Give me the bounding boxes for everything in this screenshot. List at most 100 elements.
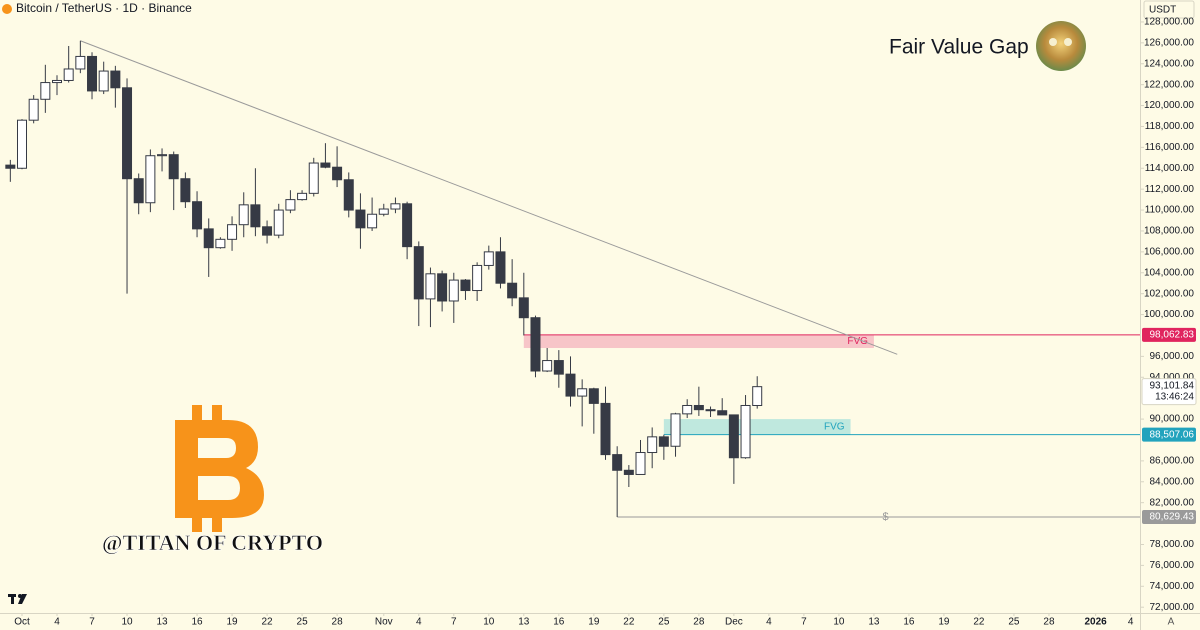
candle-body: [285, 199, 296, 211]
candle-body: [98, 70, 109, 92]
candle-body: [390, 203, 401, 210]
candle-body: [17, 119, 27, 169]
y-tick-label: 84,000.00: [1150, 476, 1195, 487]
countdown: 13:46:24: [1155, 391, 1194, 402]
candle: [285, 190, 296, 214]
y-tick-label: 94,000.00: [1150, 372, 1195, 383]
y-tick-label: 110,000.00: [1145, 205, 1195, 216]
x-tick-label: 28: [332, 617, 344, 628]
fvg-zone: [523, 334, 874, 349]
candle-body: [483, 251, 494, 266]
candle-body: [355, 209, 366, 229]
level-marker: $: [883, 511, 889, 523]
currency[interactable]: USDT: [1149, 5, 1176, 16]
x-tick-label: 10: [121, 617, 133, 628]
candle-body: [425, 273, 436, 300]
candle-body: [577, 388, 588, 397]
candle: [203, 218, 214, 277]
candle: [565, 356, 576, 407]
candle-body: [588, 388, 599, 404]
candle: [122, 78, 133, 294]
y-tick-label: 100,000.00: [1144, 309, 1194, 320]
scale-mode[interactable]: A: [1168, 617, 1175, 628]
candle: [612, 446, 623, 518]
y-tick-label: 76,000.00: [1150, 560, 1195, 571]
candle-body: [448, 279, 459, 302]
candle-body: [565, 373, 576, 397]
x-tick-label: 25: [658, 617, 670, 628]
tv-logo-part: [18, 594, 27, 604]
candle: [332, 146, 343, 188]
y-tick-label: 72,000.00: [1150, 602, 1195, 613]
candle: [87, 52, 98, 100]
candle-body: [238, 204, 249, 226]
candle-body: [472, 264, 483, 292]
candle: [495, 237, 506, 289]
candle-body: [693, 404, 704, 411]
candle: [460, 279, 471, 300]
candle-body: [437, 273, 448, 302]
x-tick-label: 13: [518, 617, 530, 628]
candle-body: [28, 98, 39, 121]
currency-box[interactable]: [1143, 0, 1195, 19]
candle: [297, 190, 308, 201]
avatar-eye: [1049, 38, 1057, 46]
candle: [437, 270, 448, 312]
candle: [133, 173, 144, 215]
candle-body: [647, 436, 658, 454]
candle: [98, 61, 109, 95]
x-tick-label: 13: [868, 617, 880, 628]
candle: [390, 197, 401, 214]
candle: [740, 395, 751, 459]
logo-stem: [192, 405, 202, 425]
candle: [518, 272, 529, 336]
price-label: 98,062.83: [1150, 329, 1195, 340]
price-label: 80,629.43: [1150, 512, 1195, 523]
candle-body: [332, 166, 343, 181]
candle: [577, 379, 588, 427]
candle-body: [635, 452, 646, 475]
candle: [40, 64, 51, 113]
y-tick-label: 116,000.00: [1145, 142, 1195, 153]
candle-body: [670, 413, 681, 447]
candle: [180, 172, 191, 208]
y-tick-label: 90,000.00: [1150, 414, 1195, 425]
header: Bitcoin / TetherUS · 1D · Binance: [16, 1, 192, 15]
x-tick-label: 28: [1043, 617, 1055, 628]
candle-body: [145, 155, 156, 204]
tv-logo-part: [11, 594, 14, 604]
candle: [425, 267, 436, 328]
x-tick-label: 7: [801, 617, 807, 628]
x-tick-label: 16: [191, 617, 203, 628]
candle-body: [460, 279, 471, 292]
x-tick-label: 4: [54, 617, 60, 628]
candle-body: [682, 404, 693, 415]
candle-body: [133, 178, 144, 204]
price-label-box: [1142, 327, 1196, 342]
candle: [238, 192, 249, 238]
x-tick-label: 22: [623, 617, 635, 628]
x-tick-label: 10: [833, 617, 845, 628]
candle: [635, 439, 646, 475]
x-tick-label: 16: [553, 617, 565, 628]
y-tick-label: 104,000.00: [1144, 267, 1194, 278]
candle-body: [367, 213, 378, 229]
y-tick-label: 120,000.00: [1144, 100, 1194, 111]
candle: [355, 193, 366, 249]
y-tick-label: 114,000.00: [1145, 163, 1195, 174]
candle: [227, 216, 238, 251]
candle: [623, 465, 634, 488]
candle-body: [87, 55, 98, 92]
candle-body: [705, 409, 716, 412]
candle-body: [180, 178, 191, 203]
candle: [262, 220, 273, 244]
candle: [63, 45, 74, 83]
x-tick-label: 28: [693, 617, 705, 628]
y-tick-label: 82,000.00: [1150, 497, 1195, 508]
candle-body: [378, 208, 389, 215]
x-tick-label: Dec: [725, 617, 743, 628]
candle-body: [110, 70, 121, 89]
candle: [752, 376, 763, 409]
candle-body: [402, 203, 413, 248]
candle: [367, 197, 378, 231]
